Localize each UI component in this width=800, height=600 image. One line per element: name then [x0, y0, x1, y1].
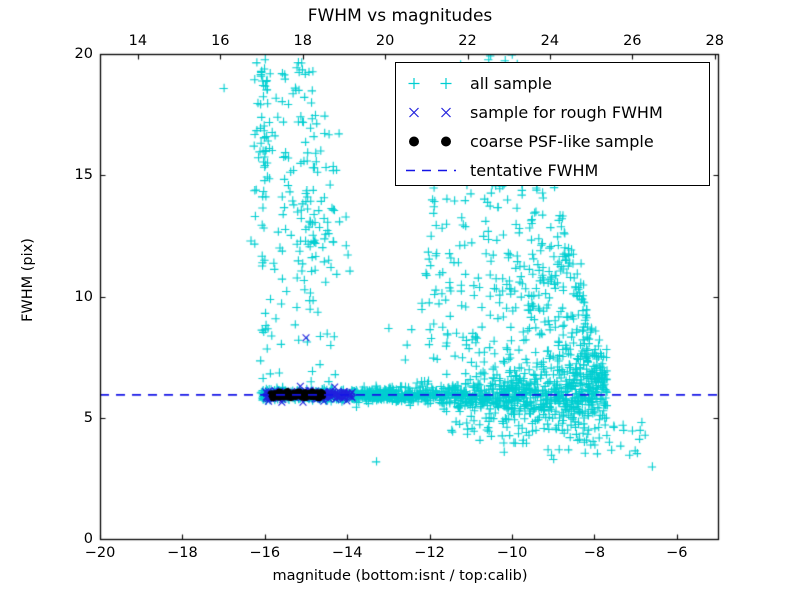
y-tick-left: 20	[74, 46, 93, 62]
y-tick-left: 0	[83, 531, 93, 547]
y-axis-label: FWHM (pix)	[20, 238, 36, 322]
x-tick-bottom: −10	[496, 545, 528, 561]
x-tick-top: 28	[705, 33, 724, 49]
y-tick-left: 5	[83, 409, 93, 426]
chart-legend: all sample sample for rough FWHM coarse PS…	[395, 62, 710, 186]
x-tick-bottom: −12	[414, 545, 445, 561]
y-tick-left: 15	[74, 167, 93, 184]
x-tick-bottom: −16	[249, 545, 281, 561]
legend-marker-dot-icon	[396, 126, 470, 157]
legend-marker-dashed-line-icon	[396, 155, 470, 186]
x-tick-top: 14	[128, 33, 148, 49]
legend-item: tentative FWHM	[396, 155, 709, 186]
y-tick-left: 10	[74, 288, 93, 305]
x-axis-label: magnitude (bottom:isnt / top:calib)	[272, 568, 528, 584]
x-tick-top: 22	[458, 33, 477, 49]
legend-label: all sample	[470, 74, 552, 93]
legend-marker-cross-icon	[396, 97, 470, 128]
legend-marker-plus-icon	[396, 68, 470, 99]
x-tick-bottom: −14	[331, 545, 363, 561]
legend-label: tentative FWHM	[470, 161, 599, 180]
legend-label: sample for rough FWHM	[470, 103, 663, 122]
legend-item: coarse PSF-like sample	[396, 126, 709, 157]
x-tick-bottom: −8	[583, 545, 606, 561]
x-tick-bottom: −18	[167, 545, 198, 561]
x-tick-top: 18	[293, 33, 312, 49]
chart-title: FWHM vs magnitudes	[307, 6, 493, 26]
x-tick-bottom: −6	[666, 545, 688, 561]
legend-label: coarse PSF-like sample	[470, 132, 654, 151]
legend-item: sample for rough FWHM	[396, 97, 709, 128]
x-tick-top: 26	[623, 33, 642, 49]
x-tick-top: 16	[211, 33, 230, 49]
x-tick-top: 24	[540, 33, 560, 49]
x-tick-bottom: −20	[84, 545, 116, 561]
legend-item: all sample	[396, 68, 709, 99]
x-tick-top: 20	[375, 33, 395, 49]
